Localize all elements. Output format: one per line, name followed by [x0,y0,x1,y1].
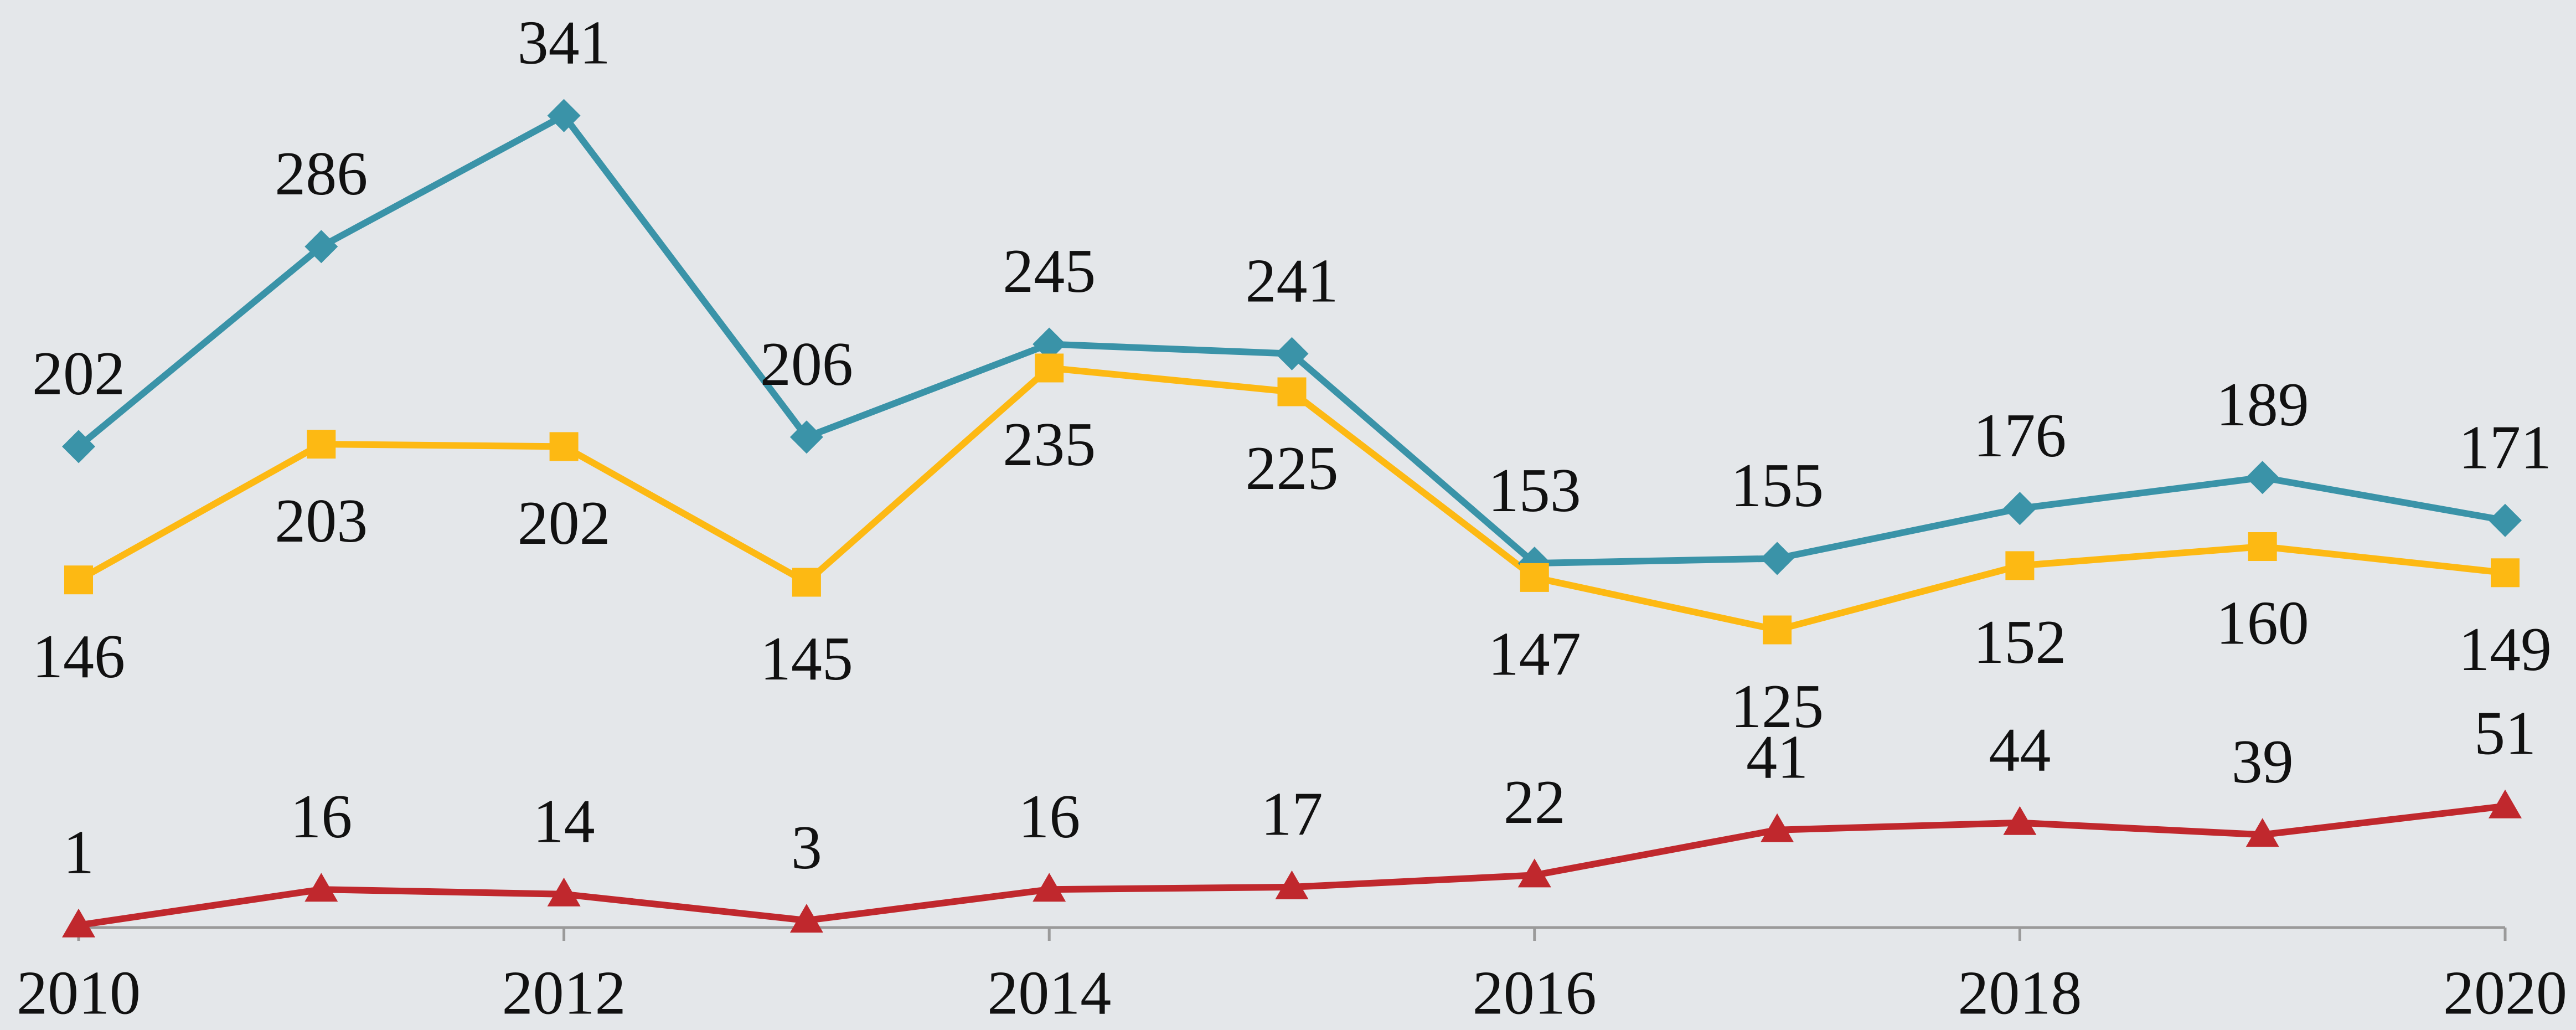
data-label: 51 [2474,699,2536,768]
data-label: 155 [1731,451,1824,520]
data-label: 225 [1246,434,1339,503]
data-label: 14 [533,787,595,856]
point [2245,461,2279,495]
data-label: 286 [275,140,368,208]
data-label: 41 [1746,723,1808,791]
x-tick-label: 2012 [502,959,626,1028]
point [2248,532,2277,561]
point [1275,337,1309,370]
data-label: 206 [760,330,853,399]
point [1761,542,1794,575]
data-label: 202 [518,489,611,558]
point [304,873,338,902]
point [547,99,581,132]
point [1761,813,1794,842]
point [2491,558,2520,588]
data-label: 176 [1973,401,2066,470]
data-label: 125 [1731,672,1824,741]
data-label: 39 [2232,728,2294,796]
point [547,877,581,907]
data-label: 22 [1504,768,1566,837]
point [2489,503,2522,537]
point [1277,377,1307,406]
point [1033,873,1066,902]
point [549,432,579,461]
data-label: 3 [791,813,822,882]
point [789,904,823,933]
data-label: 245 [1003,237,1096,306]
point [1763,615,1792,645]
data-label: 44 [1989,716,2051,785]
data-label: 160 [2216,589,2309,658]
data-label: 16 [1018,782,1080,851]
data-label: 152 [1973,608,2066,677]
data-label: 149 [2459,615,2552,684]
data-label: 153 [1488,456,1581,525]
x-tick-label: 2016 [1473,959,1597,1028]
point [2005,551,2035,580]
point [2003,492,2037,526]
point [2003,806,2037,835]
data-label: 146 [32,622,125,691]
point [64,565,93,595]
x-tick-label: 2014 [987,959,1111,1028]
data-label: 202 [32,339,125,408]
data-label: 203 [275,487,368,555]
point [1517,858,1551,888]
data-label: 189 [2216,370,2309,439]
point [1035,353,1064,383]
point [62,430,95,463]
data-label: 1 [63,818,94,887]
point [2245,818,2279,847]
x-tick-label: 2020 [2443,959,2567,1028]
point [1520,563,1549,592]
point [304,230,338,264]
point [789,420,823,454]
data-label: 147 [1488,620,1581,689]
point [62,908,95,938]
point [792,568,821,597]
data-label: 16 [290,782,352,851]
point [1275,870,1309,899]
data-label: 171 [2459,413,2552,482]
point [2489,789,2522,818]
data-label: 241 [1246,246,1339,315]
data-label: 17 [1261,780,1323,849]
x-tick-label: 2010 [17,959,141,1028]
data-label: 341 [518,8,611,77]
x-tick-label: 2018 [1958,959,2082,1028]
data-label: 235 [1003,410,1096,479]
point [1033,327,1066,361]
point [307,430,336,459]
data-label: 145 [760,625,853,693]
